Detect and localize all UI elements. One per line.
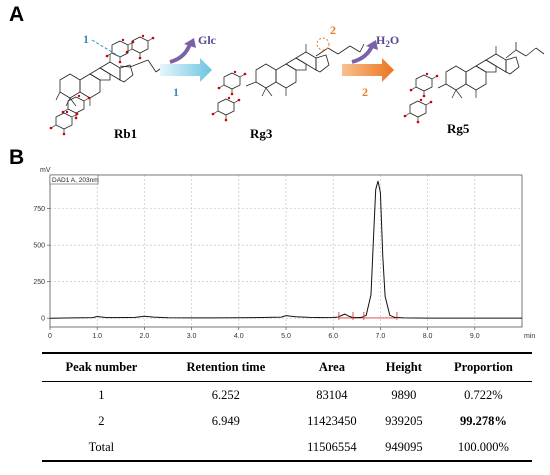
cell-height: 939205	[385, 413, 423, 428]
rg3-structure	[211, 37, 365, 122]
x-tick-label: 4.0	[234, 333, 244, 340]
chart-grid	[50, 175, 522, 327]
x-tick-label: 9.0	[470, 333, 480, 340]
x-tick-label: 7.0	[376, 333, 386, 340]
cell-peak: 2	[98, 413, 105, 428]
step-1-number: 1	[173, 85, 179, 99]
x-tick-label: 0	[48, 333, 52, 340]
glc-leaving-arrow	[169, 43, 192, 64]
step-1-arrow	[160, 58, 212, 82]
table-row: 1 6.252 83104 9890 0.722%	[42, 382, 532, 409]
svg-text:DAD1 A, 203nm: DAD1 A, 203nm	[52, 177, 99, 184]
site-2-label: 2	[330, 23, 336, 37]
detector-label: DAD1 A, 203nm	[49, 174, 99, 185]
y-tick-label: 500	[33, 243, 45, 250]
x-unit-label: min	[524, 333, 535, 340]
x-tick-label: 5.0	[281, 333, 291, 340]
y-tick-label: 250	[33, 279, 45, 286]
y-tick-label: 0	[41, 316, 45, 323]
panel-label-a: A	[9, 3, 25, 26]
header-area: Area	[290, 352, 373, 382]
y-unit-label: mV	[40, 167, 51, 174]
step-2-number: 2	[362, 85, 368, 99]
cell-proportion: 99.278%	[459, 413, 507, 428]
chromatogram-trace	[49, 180, 522, 319]
x-axis: 0 1.0 2.0 3.0 4.0 5.0 6.0 7.0 8.0 9.0	[48, 327, 480, 340]
panel-label-b: B	[9, 146, 25, 169]
site-1-label: 1	[83, 32, 89, 46]
cell-retention: 6.252	[211, 387, 240, 402]
y-axis: 0 250 500 750	[33, 206, 50, 323]
x-tick-label: 3.0	[187, 333, 197, 340]
rb1-label: Rb1	[114, 126, 137, 141]
cell-proportion: 100.000%	[434, 434, 532, 462]
x-tick-label: 2.0	[140, 333, 150, 340]
cell-peak: 1	[98, 387, 105, 402]
x-tick-label: 8.0	[423, 333, 433, 340]
glc-label: Glc	[198, 33, 217, 47]
cell-retention: 6.949	[211, 413, 240, 428]
table-header-row: Peak number Retention time Area Height P…	[42, 352, 532, 382]
y-tick-label: 750	[33, 206, 45, 213]
water-leaving-arrow	[351, 45, 374, 64]
step-2-arrow	[342, 58, 394, 82]
x-tick-label: 1.0	[92, 333, 102, 340]
cell-height: 949095	[372, 434, 435, 462]
water-label: H2O	[376, 33, 399, 49]
cell-area: 11506554	[290, 434, 373, 462]
cell-area: 83104	[316, 387, 348, 402]
cell-height: 9890	[391, 387, 417, 402]
cell-retention	[160, 434, 291, 462]
cell-proportion: 0.722%	[464, 387, 503, 402]
peak-table: Peak number Retention time Area Height P…	[42, 352, 532, 462]
reaction-scheme: 1 Rb1 Glc 1 2 Rg3 H2O 2 Rg5	[49, 23, 545, 141]
cell-peak: Total	[42, 434, 161, 462]
table-row: Total 11506554 949095 100.000%	[42, 434, 532, 462]
header-proportion: Proportion	[434, 352, 532, 382]
rg5-label: Rg5	[447, 121, 470, 136]
cell-area: 11423450	[307, 413, 357, 428]
header-peak-number: Peak number	[42, 352, 161, 382]
table-row: 2 6.949 11423450 939205 99.278%	[42, 408, 532, 434]
integration-marks	[338, 311, 398, 320]
x-tick-label: 6.0	[328, 333, 338, 340]
header-retention-time: Retention time	[160, 352, 291, 382]
header-height: Height	[372, 352, 435, 382]
rg3-label: Rg3	[250, 126, 273, 141]
rg5-structure	[403, 42, 545, 124]
